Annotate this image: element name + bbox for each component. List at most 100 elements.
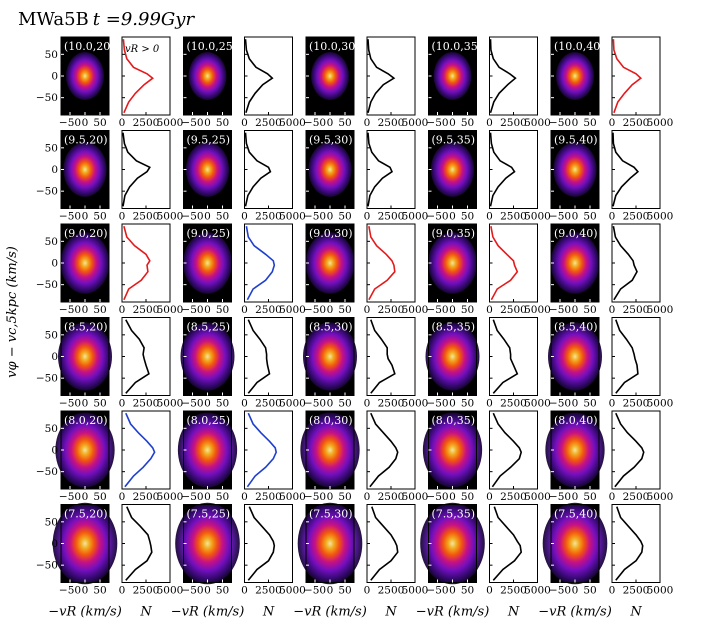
map-x-tick-label: 50 — [93, 211, 106, 223]
map-x-tick-label: −50 — [59, 491, 81, 503]
hist-x-tick-label: 2500 — [500, 117, 527, 129]
panel-label: (10.0,30) — [309, 40, 360, 53]
histogram-profile-line — [122, 132, 151, 207]
map-x-axis-label: −vR (km/s) — [416, 605, 490, 620]
map-x-tick-label: −50 — [549, 491, 571, 503]
y-tick-label: −50 — [36, 279, 58, 291]
map-x-tick-label: 0 — [449, 491, 456, 503]
hist-x-tick-label: 5000 — [524, 304, 551, 316]
velocity-map-density — [422, 412, 483, 488]
panel-label: (8.0,25) — [187, 414, 231, 427]
map-x-tick-label: 0 — [572, 117, 579, 129]
map-x-tick-label: −50 — [59, 117, 81, 129]
panel-label: (8.0,35) — [432, 414, 476, 427]
hist-x-tick-label: 2500 — [500, 211, 527, 223]
map-x-tick-label: 0 — [327, 211, 334, 223]
map-x-tick-label: 50 — [338, 117, 351, 129]
histogram-profile-line — [244, 132, 272, 207]
hist-x-tick-label: 0 — [609, 585, 616, 597]
histogram-profile-line — [245, 226, 276, 301]
hist-x-tick-label: 2500 — [378, 211, 405, 223]
velocity-map-density — [550, 232, 600, 294]
panel-label: (7.5,30) — [309, 508, 353, 521]
histogram-profile-line — [122, 39, 155, 114]
panel-label: (9.5,20) — [64, 134, 108, 147]
map-x-tick-label: −50 — [59, 304, 81, 316]
hist-x-tick-label: 2500 — [133, 304, 160, 316]
map-x-tick-label: 0 — [82, 211, 89, 223]
hist-x-tick-label: 0 — [364, 585, 371, 597]
hist-x-tick-label: 2500 — [623, 117, 650, 129]
map-x-tick-label: 50 — [338, 304, 351, 316]
hist-x-axis-label: N — [139, 605, 152, 620]
histogram-profile-line — [489, 132, 516, 207]
hist-x-tick-label: 5000 — [279, 585, 306, 597]
map-x-tick-label: 0 — [449, 211, 456, 223]
hist-x-tick-label: 0 — [609, 398, 616, 410]
histogram-frame — [611, 223, 661, 303]
y-axis-label: vφ − vc,5kpc (km/s) — [5, 246, 20, 378]
velocity-map-density — [420, 502, 485, 585]
velocity-map-density — [300, 412, 360, 488]
panel-label: (8.5,30) — [309, 321, 353, 334]
panel-label: (9.5,40) — [554, 134, 598, 147]
map-x-tick-label: 50 — [338, 585, 351, 597]
map-x-tick-label: 0 — [204, 304, 211, 316]
map-x-tick-label: 50 — [216, 585, 229, 597]
hist-x-tick-label: 0 — [119, 398, 126, 410]
hist-x-tick-label: 2500 — [255, 117, 282, 129]
map-x-tick-label: −50 — [59, 211, 81, 223]
map-x-tick-label: 50 — [93, 585, 106, 597]
vr-positive-annotation: vR > 0 — [125, 44, 160, 55]
map-x-tick-label: −50 — [426, 398, 448, 410]
map-x-tick-label: 50 — [93, 398, 106, 410]
map-x-tick-label: 50 — [583, 211, 596, 223]
histogram-profile-line — [491, 412, 523, 488]
histogram-profile-line — [368, 226, 396, 301]
panel-label: (7.5,20) — [64, 508, 108, 521]
map-x-tick-label: −50 — [304, 491, 326, 503]
histogram-frame — [489, 504, 538, 583]
panel-label: (8.0,30) — [309, 414, 353, 427]
velocity-map-density — [188, 52, 227, 100]
hist-x-tick-label: 0 — [609, 117, 616, 129]
histogram-frame — [121, 130, 171, 209]
histogram-profile-line — [370, 506, 399, 581]
map-x-tick-label: 0 — [82, 398, 89, 410]
hist-x-tick-label: 2500 — [378, 304, 405, 316]
map-x-tick-label: 50 — [216, 304, 229, 316]
map-x-tick-label: −50 — [59, 398, 81, 410]
map-x-tick-label: −50 — [549, 211, 571, 223]
map-x-tick-label: −50 — [549, 117, 571, 129]
map-x-tick-label: 0 — [572, 585, 579, 597]
histogram-frame — [611, 504, 661, 583]
histogram-profile-line — [612, 39, 643, 114]
histogram-frame — [366, 504, 416, 583]
hist-x-tick-label: 0 — [486, 304, 493, 316]
hist-x-tick-label: 0 — [364, 211, 371, 223]
hist-x-tick-label: 2500 — [500, 585, 527, 597]
map-x-tick-label: −50 — [181, 585, 203, 597]
map-x-tick-label: 0 — [449, 398, 456, 410]
hist-x-tick-label: 0 — [364, 491, 371, 503]
map-x-tick-label: 0 — [327, 117, 334, 129]
panel-label: (8.0,20) — [64, 414, 108, 427]
histogram-profile-line — [123, 225, 151, 301]
velocity-map-density — [305, 232, 355, 294]
hist-x-tick-label: 0 — [486, 211, 493, 223]
hist-x-tick-label: 0 — [119, 211, 126, 223]
hist-x-tick-label: 5000 — [402, 211, 429, 223]
velocity-map-density — [180, 322, 235, 391]
panel-label: (10.0,20) — [64, 40, 115, 53]
histogram-frame — [121, 223, 171, 303]
histogram-profile-line — [247, 319, 271, 394]
title-time: t =9.99Gyr — [93, 9, 196, 30]
hist-x-tick-label: 5000 — [524, 211, 551, 223]
histogram-profile-line — [490, 226, 519, 301]
y-tick-label: −50 — [36, 560, 58, 572]
y-tick-label: 50 — [45, 49, 58, 61]
hist-x-tick-label: 5000 — [647, 398, 674, 410]
hist-x-tick-label: 0 — [364, 117, 371, 129]
x-axis-labels: −vR (km/s) N −vR (km/s) N −vR (km/s) N −vR (km… — [48, 605, 642, 620]
